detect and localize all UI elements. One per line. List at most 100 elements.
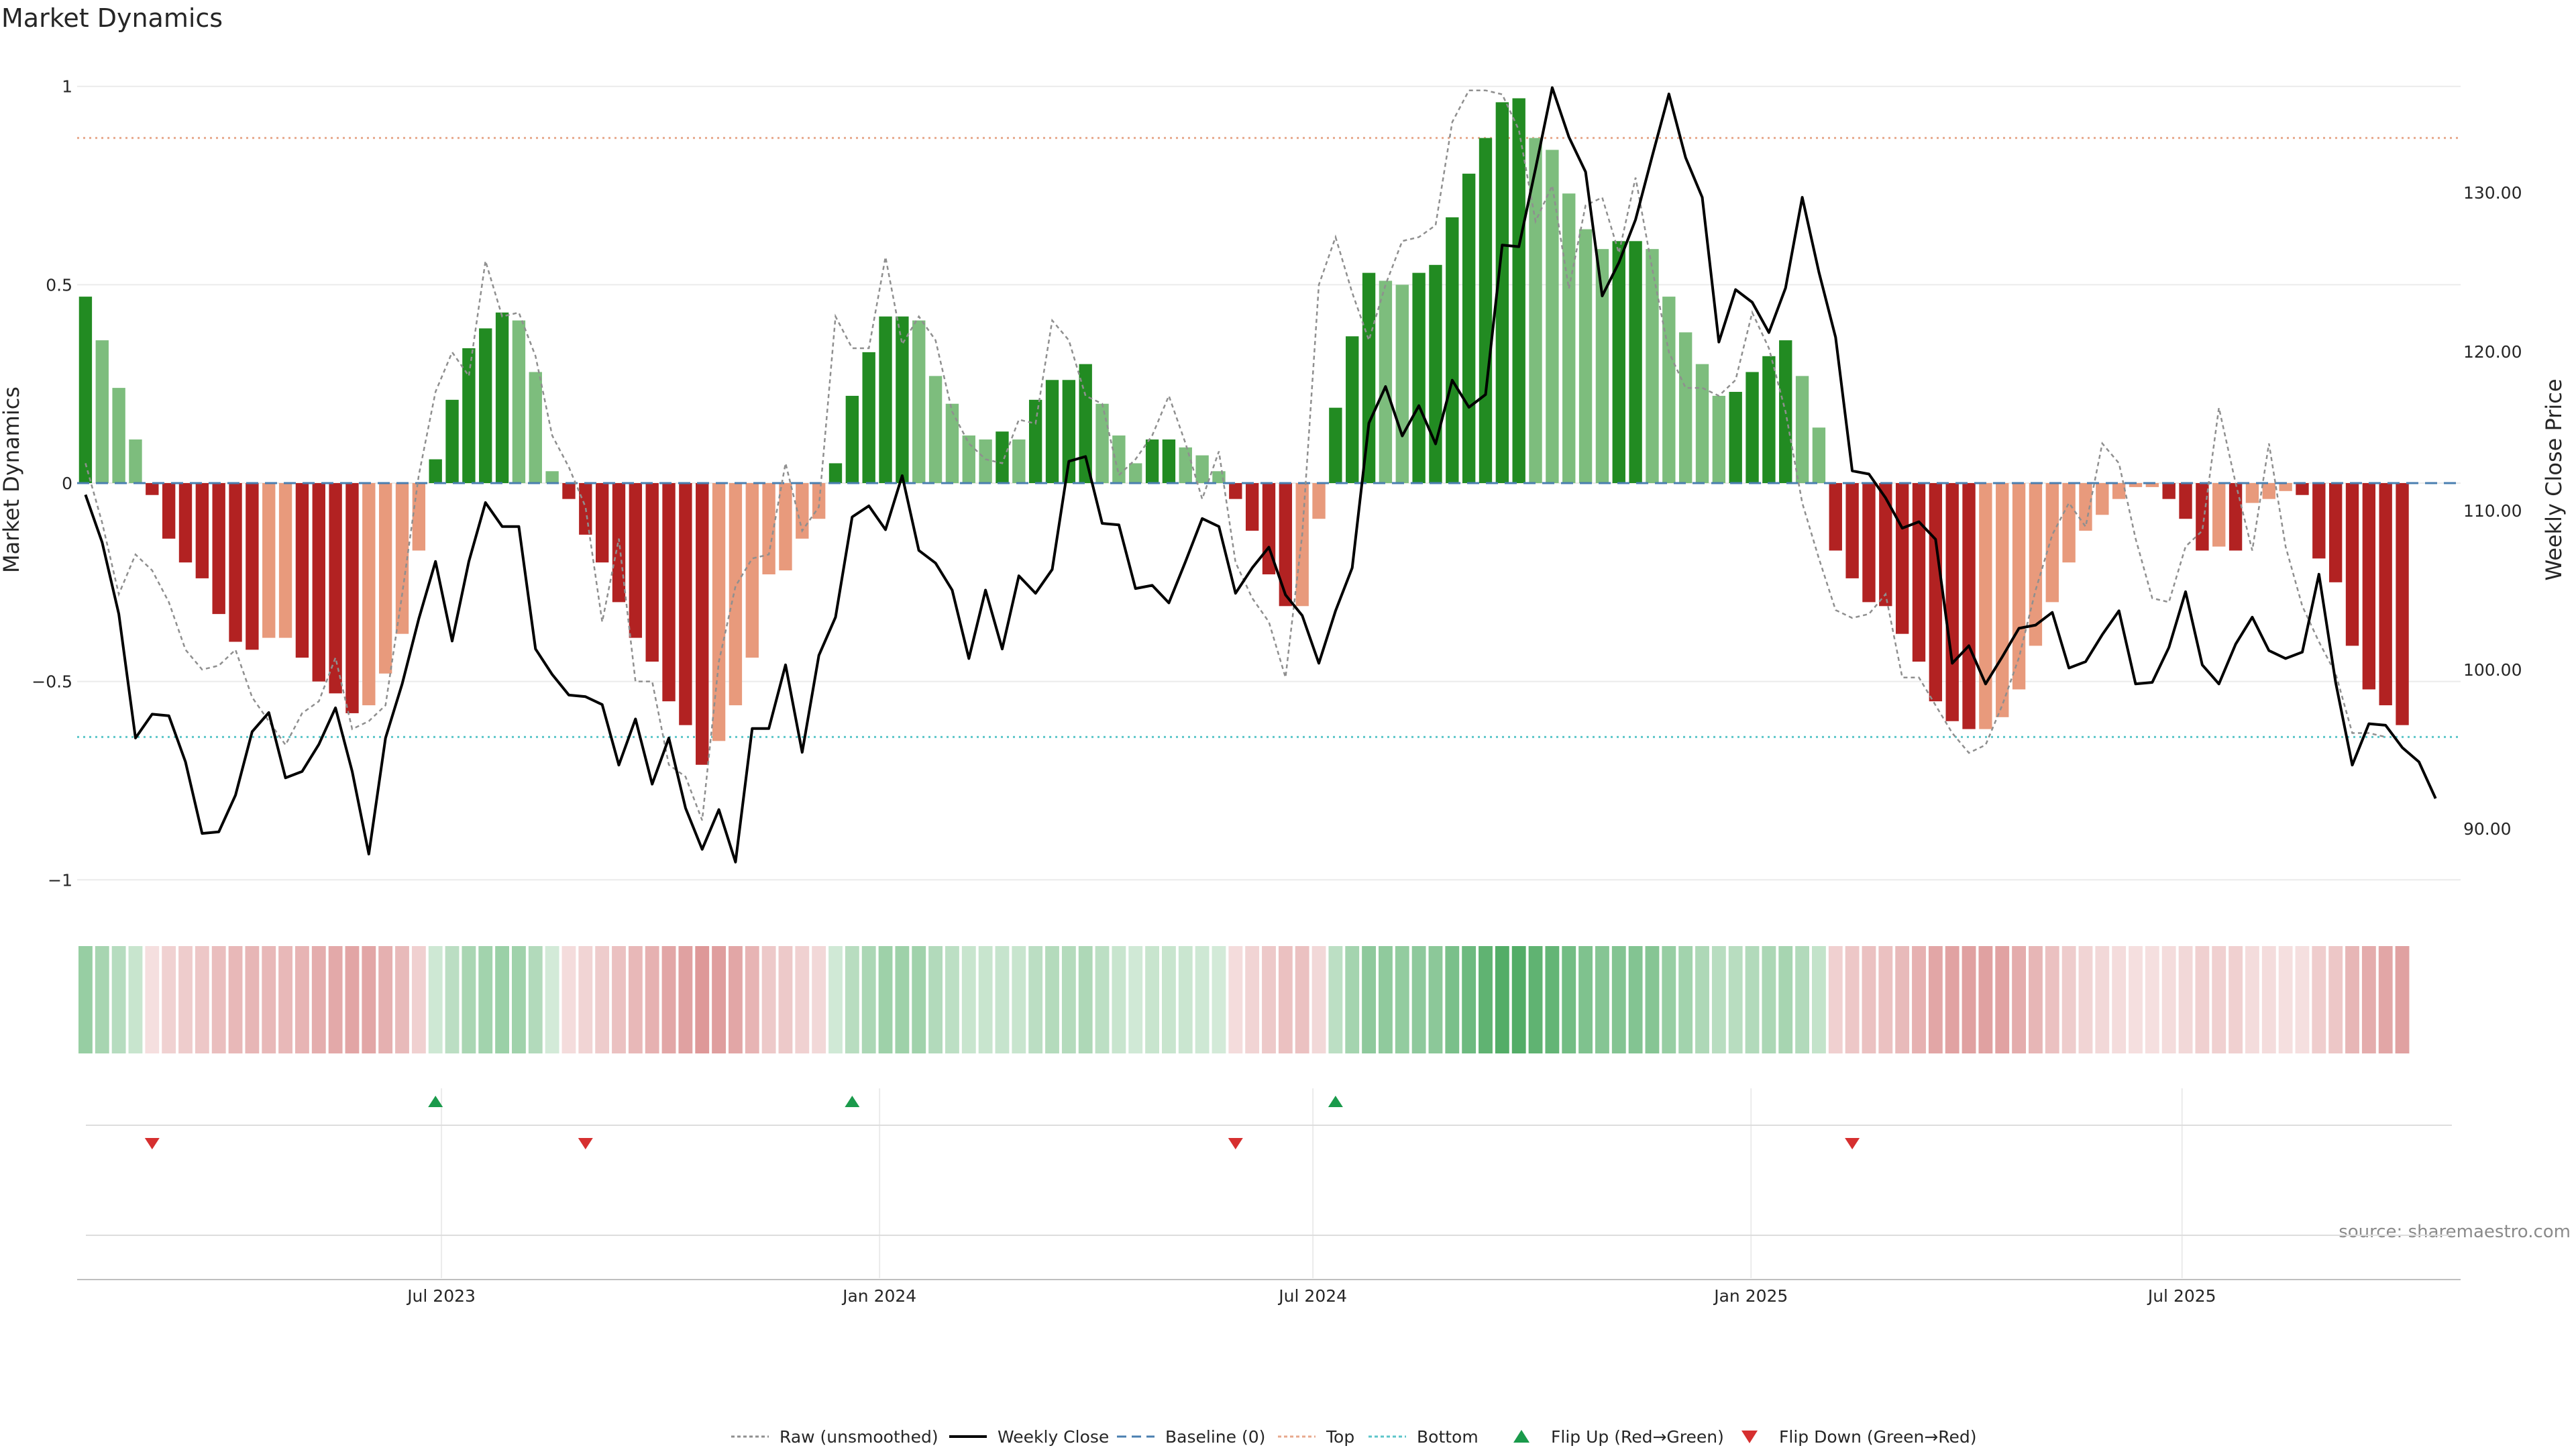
dynamics-bar: [278, 483, 292, 638]
heat-cell: [545, 946, 559, 1053]
dynamics-bar: [329, 483, 342, 694]
dynamics-bar: [679, 483, 692, 725]
heat-cell: [2061, 946, 2076, 1053]
heat-cell: [1845, 946, 1860, 1053]
flip-down-marker: [1845, 1138, 1860, 1149]
legend-label: Flip Up (Red→Green): [1551, 1427, 1724, 1447]
dynamics-bar: [1929, 483, 1943, 702]
dynamics-bar: [2079, 483, 2092, 531]
dynamics-bar: [545, 471, 559, 483]
dynamics-bar: [395, 483, 409, 634]
heat-cell: [995, 946, 1010, 1053]
dynamics-bar: [1678, 332, 1693, 483]
dynamics-bar: [312, 483, 325, 682]
dynamics-bar: [462, 348, 476, 483]
legend-swatch: [1741, 1431, 1758, 1443]
heat-cell: [1311, 946, 1326, 1053]
heat-cell: [1962, 946, 1976, 1053]
heat-cell: [812, 946, 826, 1053]
heat-cell: [1212, 946, 1226, 1053]
heat-cell: [695, 946, 710, 1053]
flip-marker-panel: [144, 1096, 1860, 1149]
y-tick-label-left: 0: [62, 474, 72, 493]
dynamics-bar: [2096, 483, 2109, 515]
dynamics-bar: [1112, 435, 1126, 483]
heat-cell: [1095, 946, 1110, 1053]
dynamics-bar: [1095, 403, 1109, 483]
flip-down-marker: [578, 1138, 593, 1149]
dynamics-bar: [1312, 483, 1326, 519]
dynamics-bar: [2396, 483, 2409, 725]
dynamics-bar: [996, 431, 1009, 483]
heat-cell: [1562, 946, 1576, 1053]
heat-cell: [1945, 946, 1960, 1053]
dynamics-bar: [1979, 483, 1992, 729]
heat-cell: [128, 946, 143, 1053]
dynamics-bar: [2245, 483, 2259, 503]
dynamics-bar: [78, 297, 93, 483]
heat-cell: [111, 946, 126, 1053]
heat-cell: [2078, 946, 2093, 1053]
heat-cell: [2278, 946, 2293, 1053]
dynamics-bar: [2179, 483, 2192, 519]
legend-label: Flip Down (Green→Red): [1779, 1427, 1977, 1447]
y-tick-label-left: −0.5: [32, 672, 72, 692]
dynamics-bar: [896, 316, 909, 483]
dynamics-bar: [412, 483, 426, 551]
heat-cell: [1728, 946, 1743, 1053]
heat-cell: [1462, 946, 1477, 1053]
dynamics-bar: [1045, 380, 1059, 483]
heat-cell: [1112, 946, 1126, 1053]
heat-cell: [2145, 946, 2159, 1053]
dynamics-bar: [562, 483, 576, 499]
dynamics-bar: [1546, 150, 1559, 483]
heat-cell: [912, 946, 926, 1053]
heat-cell: [428, 946, 443, 1053]
dynamics-bar: [112, 388, 125, 483]
dynamics-bar: [262, 483, 276, 638]
heat-cell: [162, 946, 176, 1053]
dynamics-bar: [95, 340, 109, 483]
heat-cell: [2395, 946, 2410, 1053]
heat-cell: [195, 946, 209, 1053]
heat-cell: [878, 946, 893, 1053]
dynamics-bar: [2262, 483, 2275, 499]
heat-cell: [1328, 946, 1343, 1053]
dynamics-bar: [1762, 356, 1776, 483]
heat-cell: [1345, 946, 1360, 1053]
heat-cell: [78, 946, 93, 1053]
heat-cell: [1295, 946, 1309, 1053]
heat-cell: [1862, 946, 1876, 1053]
dynamics-bar: [1845, 483, 1859, 578]
dynamics-bar: [162, 483, 176, 539]
heat-cell: [95, 946, 109, 1053]
legend-label: Top: [1326, 1427, 1354, 1447]
dynamics-bar: [1996, 483, 2009, 717]
legend: Raw (unsmoothed) Weekly Close Baseline (0)…: [731, 1427, 1977, 1447]
heat-cell: [1611, 946, 1626, 1053]
heat-cell: [2312, 946, 2326, 1053]
dynamics-bar: [178, 483, 193, 563]
dynamics-bar: [696, 483, 709, 765]
dynamics-bar: [1479, 138, 1493, 484]
dynamics-bar: [1578, 229, 1593, 483]
dynamics-bar: [1462, 173, 1476, 483]
heat-cell: [1678, 946, 1693, 1053]
heat-cell: [395, 946, 409, 1053]
heat-cell: [895, 946, 910, 1053]
dynamics-bar: [2045, 483, 2059, 603]
dynamics-bar: [1895, 483, 1909, 634]
heat-cell: [2161, 946, 2176, 1053]
dynamics-bar: [1245, 483, 1259, 531]
legend-label: Raw (unsmoothed): [780, 1427, 938, 1447]
heat-cell: [1662, 946, 1676, 1053]
dynamics-bar: [2162, 483, 2176, 499]
dynamics-bar: [378, 483, 392, 674]
dynamics-bar: [345, 483, 359, 713]
dynamics-bar: [1829, 483, 1842, 551]
dynamics-bar: [2345, 483, 2359, 646]
dynamics-bar: [662, 483, 676, 702]
heat-cell: [362, 946, 376, 1053]
dynamics-bar: [1646, 249, 1659, 483]
